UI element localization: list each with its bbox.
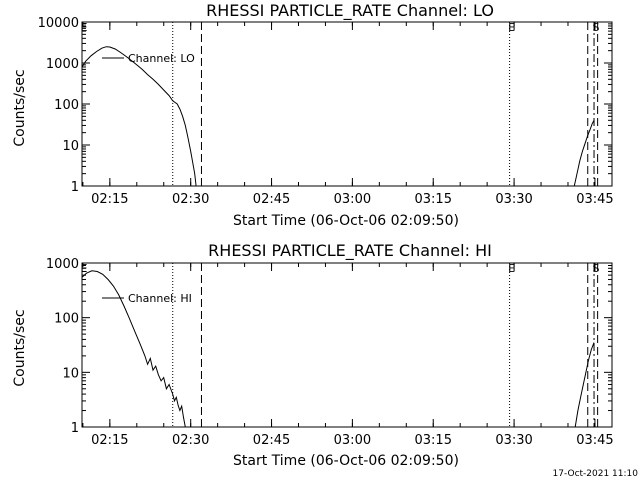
event-marker-label: E [508,21,515,34]
x-tick-label: 03:30 [495,433,532,448]
x-tick-label: 03:15 [415,192,452,207]
y-tick-label: 100 [54,98,79,113]
x-tick-label: 02:15 [91,433,128,448]
x-tick-label: 02:45 [253,433,290,448]
event-marker-label: E [81,21,88,34]
x-tick-label: 02:15 [91,192,128,207]
event-marker-label: S [593,262,600,275]
x-tick-label: 03:45 [576,192,613,207]
plot-frame [81,21,613,187]
hi-channel-panel: RHESSI PARTICLE_RATE Channel: HI Start T… [12,241,614,469]
x-tick-label: 02:30 [172,433,209,448]
plot-frame [81,262,613,428]
y-tick-label: 100 [54,312,79,327]
generation-timestamp: 17-Oct-2021 11:10 [553,469,639,479]
lo-y-axis-label: Counts/sec [12,69,28,146]
legend-label: Channel: HI [128,292,192,305]
lo-x-axis-label: Start Time (06-Oct-06 02:09:50) [233,213,459,229]
lo-chart-title: RHESSI PARTICLE_RATE Channel: LO [206,1,494,21]
x-tick-label: 03:00 [334,433,371,448]
y-tick-label: 1 [71,180,79,195]
legend-label: Channel: LO [128,52,195,65]
x-tick-label: 03:00 [334,192,371,207]
hi-y-axis-label: Counts/sec [12,309,28,386]
x-tick-label: 02:45 [253,192,290,207]
count-rate-line [574,342,595,428]
y-tick-label: 10000 [38,16,79,31]
y-tick-label: 1000 [46,257,79,272]
count-rate-line [81,270,186,428]
y-tick-label: 10 [62,366,79,381]
x-tick-label: 03:30 [495,192,532,207]
lo-channel-panel: RHESSI PARTICLE_RATE Channel: LO Start T… [12,1,614,229]
event-marker-label: E [81,262,88,275]
event-marker-label: S [593,21,600,34]
hi-chart-title: RHESSI PARTICLE_RATE Channel: HI [208,241,492,261]
y-tick-label: 1000 [46,57,79,72]
count-rate-line [573,120,595,187]
x-tick-label: 02:30 [172,192,209,207]
count-rate-line [81,46,197,187]
x-tick-label: 03:45 [576,433,613,448]
hi-x-axis-label: Start Time (06-Oct-06 02:09:50) [233,453,459,469]
y-tick-label: 1 [71,421,79,436]
x-tick-label: 03:15 [415,433,452,448]
y-tick-label: 10 [62,139,79,154]
event-marker-label: E [508,262,515,275]
